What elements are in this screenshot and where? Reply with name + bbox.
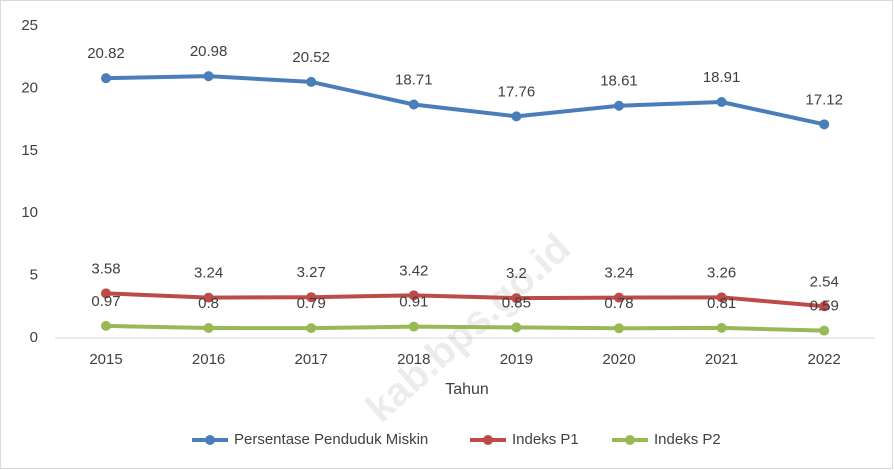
data-point xyxy=(203,292,214,303)
data-label: 3.24 xyxy=(604,265,633,282)
data-label: 18.91 xyxy=(703,69,741,86)
legend-label: Indeks P1 xyxy=(512,431,579,448)
data-point xyxy=(819,119,830,130)
data-label: 0.91 xyxy=(399,294,428,311)
data-label: 17.76 xyxy=(498,83,536,100)
data-point xyxy=(511,293,522,304)
data-point xyxy=(408,290,419,301)
data-point xyxy=(819,301,830,312)
data-point xyxy=(716,97,727,108)
y-tick-label: 20 xyxy=(21,79,38,96)
data-label: 20.52 xyxy=(292,49,330,66)
data-label: 18.61 xyxy=(600,73,638,90)
series-line xyxy=(105,291,825,309)
x-tick-label: 2018 xyxy=(397,351,430,368)
data-label: 3.24 xyxy=(194,265,223,282)
legend-marker xyxy=(205,435,215,445)
data-point xyxy=(203,323,214,334)
data-label: 0.85 xyxy=(502,294,531,311)
y-tick-label: 0 xyxy=(30,329,38,346)
legend-marker xyxy=(625,435,635,445)
data-point xyxy=(101,73,111,84)
data-point xyxy=(614,292,624,303)
data-point xyxy=(716,292,727,303)
data-label: 18.71 xyxy=(395,71,433,88)
data-label: 3.42 xyxy=(399,262,428,279)
data-point xyxy=(203,71,214,82)
data-point xyxy=(101,320,111,331)
data-label: 0.81 xyxy=(707,295,736,312)
data-label: 20.82 xyxy=(87,45,125,62)
legend-label: Indeks P2 xyxy=(654,431,721,448)
data-label: 3.27 xyxy=(297,264,326,281)
x-tick-label: 2022 xyxy=(808,351,841,368)
data-point xyxy=(306,323,317,334)
data-label: 17.12 xyxy=(805,91,843,108)
y-tick-label: 25 xyxy=(21,17,38,34)
legend-label: Persentase Penduduk Miskin xyxy=(234,431,428,448)
data-point xyxy=(306,292,317,303)
data-label: 3.2 xyxy=(506,265,527,282)
x-tick-label: 2020 xyxy=(602,351,635,368)
data-point xyxy=(408,321,419,332)
y-tick-label: 15 xyxy=(21,142,38,159)
data-label: 3.26 xyxy=(707,264,736,281)
data-label: 20.98 xyxy=(190,43,228,60)
x-tick-label: 2017 xyxy=(295,351,328,368)
data-point xyxy=(101,288,111,299)
data-label: 0.97 xyxy=(91,293,120,310)
data-point xyxy=(408,99,419,110)
series-line xyxy=(105,323,825,333)
data-label: 0.79 xyxy=(297,295,326,312)
data-point xyxy=(716,322,727,333)
data-point xyxy=(614,100,624,111)
data-point xyxy=(511,322,522,333)
series-line xyxy=(105,74,825,127)
x-tick-label: 2019 xyxy=(500,351,533,368)
data-label: 2.54 xyxy=(810,273,839,290)
x-axis-title: Tahun xyxy=(445,381,489,398)
data-point xyxy=(306,76,317,87)
data-label: 0.59 xyxy=(810,298,839,315)
y-tick-label: 5 xyxy=(30,267,38,284)
data-point xyxy=(511,111,522,122)
x-tick-label: 2021 xyxy=(705,351,738,368)
data-point xyxy=(819,325,830,336)
x-tick-label: 2015 xyxy=(89,351,122,368)
data-point xyxy=(614,323,624,334)
data-label: 0.78 xyxy=(604,295,633,312)
legend-marker xyxy=(483,435,493,445)
x-tick-label: 2016 xyxy=(192,351,225,368)
y-tick-label: 10 xyxy=(21,204,38,221)
data-label: 0.8 xyxy=(198,295,219,312)
data-label: 3.58 xyxy=(91,260,120,277)
